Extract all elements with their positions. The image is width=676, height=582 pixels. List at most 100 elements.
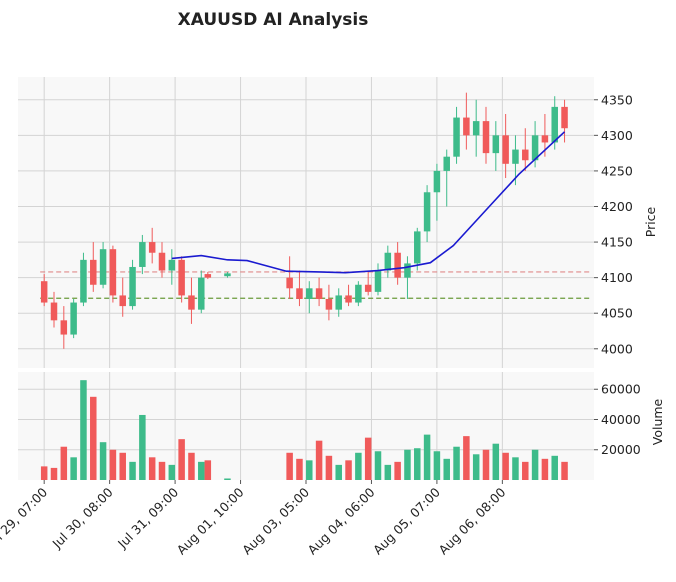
candle-body [404, 263, 411, 278]
volume-bar [561, 461, 568, 480]
candle-body [355, 284, 362, 303]
candle-body [178, 259, 185, 296]
volume-bar [374, 451, 382, 480]
y2-tick-label: 40000 [601, 412, 641, 427]
x-tick-label: Aug 04, 06:00 [305, 484, 378, 557]
volume-bar [204, 460, 212, 480]
volume-bar [168, 464, 176, 480]
volume-bar [335, 464, 342, 480]
volume-bar [315, 440, 323, 480]
candle-body [198, 277, 205, 310]
candle-body [345, 295, 352, 303]
x-tick-label: Aug 06, 08:00 [435, 484, 508, 557]
volume-bar [472, 454, 480, 480]
volume-bar [463, 436, 470, 480]
volume-bar [50, 467, 58, 480]
volume-bar [224, 478, 231, 480]
y-tick-label: 4000 [601, 341, 633, 356]
volume-bar [492, 443, 500, 480]
candle-body [296, 288, 303, 299]
candle-body [463, 117, 470, 136]
volume-bar [551, 455, 558, 480]
candle-body [433, 170, 441, 193]
candle-body [364, 284, 372, 292]
candle-body [60, 320, 68, 335]
volume-bar [512, 457, 519, 480]
chart-title: XAUUSD AI Analysis [178, 10, 369, 30]
volume-bar [80, 380, 87, 480]
volume-bar [541, 458, 549, 480]
volume-bar [306, 460, 313, 480]
y-tick-label: 4200 [601, 199, 633, 214]
volume-bar [158, 461, 166, 480]
volume-bar [502, 452, 509, 480]
x-tick-label: Aug 03, 05:00 [239, 484, 312, 557]
volume-bar [178, 439, 185, 480]
candle-body [502, 135, 509, 164]
candle-body [40, 281, 48, 303]
volume-bar [482, 449, 490, 480]
volume-bar [40, 466, 48, 480]
y-tick-label: 4250 [601, 163, 633, 178]
candle-body [315, 288, 323, 299]
candle-body [129, 266, 136, 307]
candle-body [90, 259, 97, 285]
volume-bar [423, 434, 431, 480]
volume-bar [139, 414, 146, 480]
candle-body [188, 295, 195, 310]
volume-bar [99, 442, 107, 480]
candle-body [158, 252, 166, 271]
volume-bar [384, 464, 392, 480]
volume-bar [404, 449, 411, 480]
candle-body [50, 302, 58, 321]
y-tick-label: 4100 [601, 270, 633, 285]
candle-body [531, 135, 539, 161]
moving-average [171, 131, 566, 274]
x-tick-label: Aug 01, 10:00 [174, 484, 247, 557]
volume-bar [296, 458, 303, 480]
x-tick-label: Aug 05, 07:00 [370, 484, 443, 557]
volume-bar [286, 452, 293, 480]
volume-bar [119, 452, 126, 480]
candle-body [453, 117, 460, 157]
x-tick-label: Jul 30, 08:00 [49, 484, 116, 551]
volume-bar [364, 437, 372, 480]
candle-body [541, 135, 549, 143]
candle-body [512, 149, 519, 164]
volume-bar [345, 460, 352, 480]
candle-body [224, 273, 231, 277]
candle-body [139, 242, 146, 267]
y2-tick-label: 60000 [601, 382, 641, 397]
volume-bar [453, 446, 460, 480]
candle-body [522, 149, 529, 161]
volume-bar [198, 461, 205, 480]
volume-bar [109, 449, 117, 480]
y2-tick-label: 20000 [601, 442, 641, 457]
candle-body [325, 298, 333, 310]
candle-body [168, 259, 176, 271]
y2-axis-label: Volume [650, 398, 665, 445]
volume-bar [522, 461, 529, 480]
volume-bar [433, 451, 441, 480]
candle-body [414, 231, 421, 264]
candle-body [80, 259, 87, 303]
x-tick-label: Jul 31, 09:00 [114, 484, 181, 551]
volume-bar [443, 458, 450, 480]
candle-body [423, 192, 431, 232]
candle-body [109, 249, 117, 296]
volume-bar [414, 448, 421, 480]
y-tick-label: 4150 [601, 235, 633, 250]
y-tick-label: 4300 [601, 128, 633, 143]
candle-body [492, 135, 500, 154]
candle-body [119, 295, 126, 307]
volume-bar [148, 457, 156, 480]
y-axis-label: Price [643, 206, 658, 237]
x-tick-label: Jul 29, 07:00 [0, 484, 50, 551]
y-tick-label: 4350 [601, 92, 633, 107]
candle-body [394, 252, 401, 278]
candle-body [443, 156, 450, 171]
candle-body [561, 106, 568, 129]
candle-body [204, 274, 212, 278]
candle-body [335, 295, 342, 310]
